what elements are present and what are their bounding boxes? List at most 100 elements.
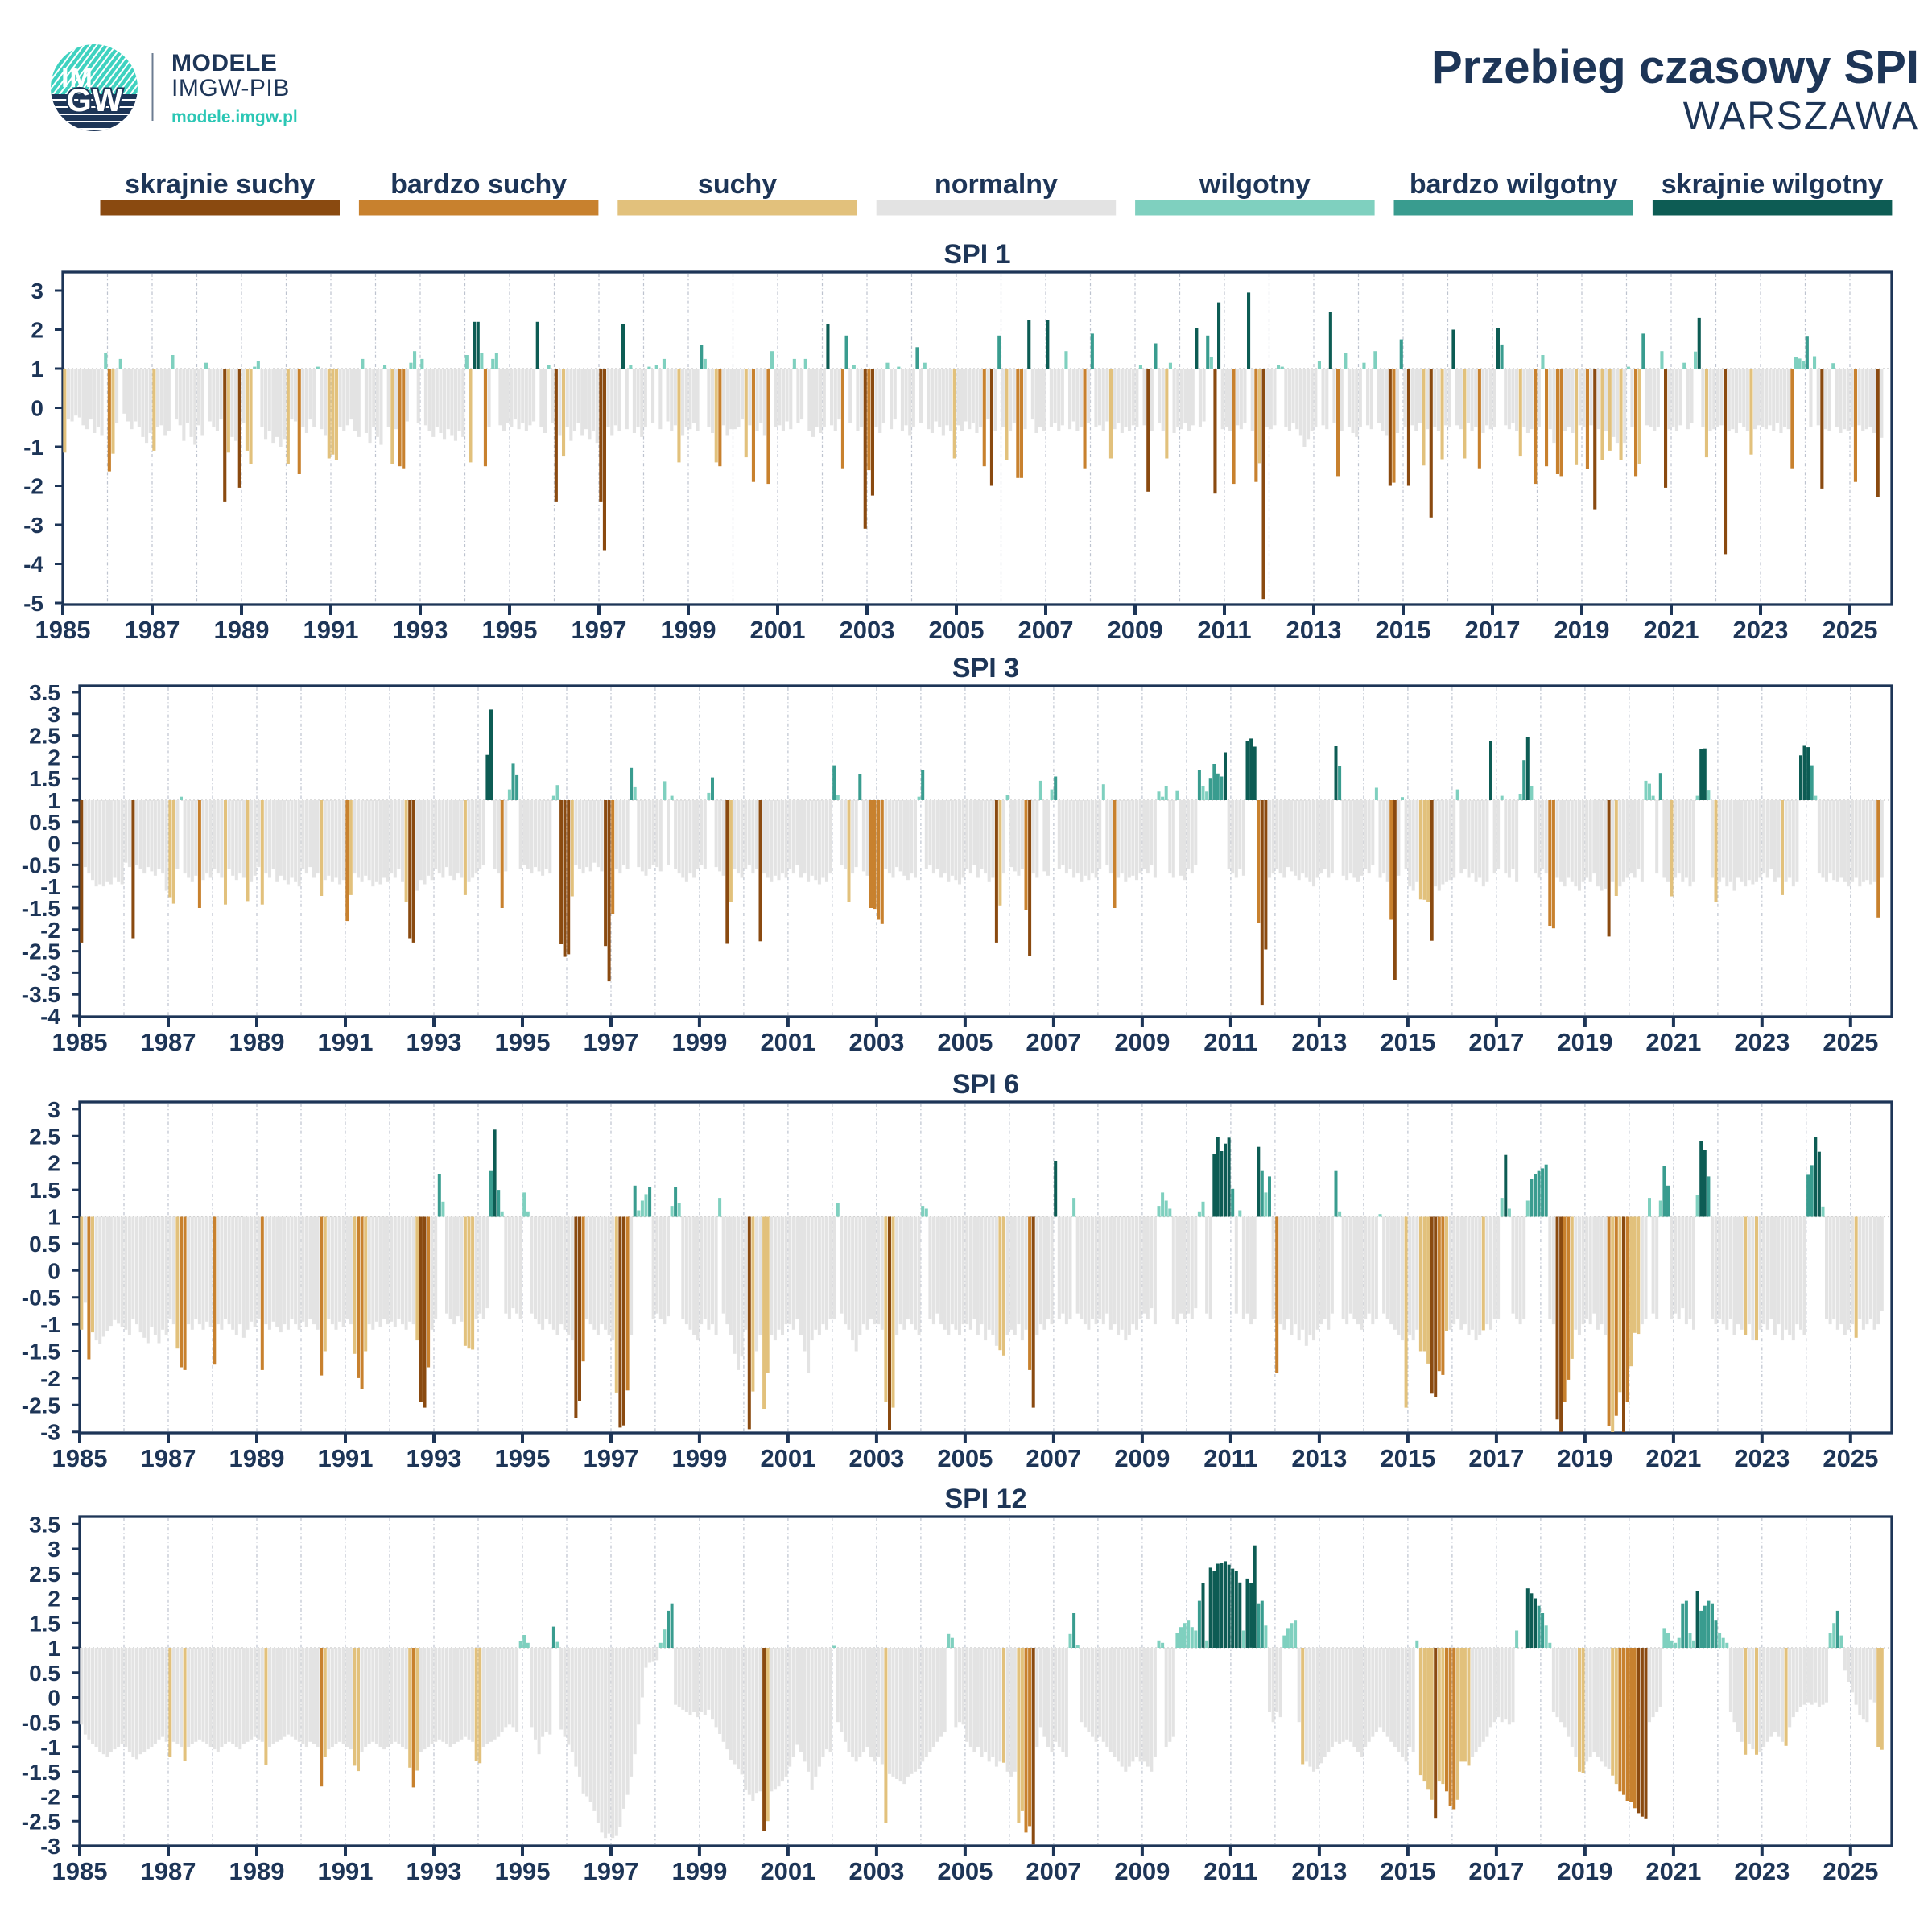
- svg-text:3: 3: [47, 1097, 60, 1122]
- svg-text:1991: 1991: [317, 1444, 373, 1472]
- svg-text:skrajnie suchy: skrajnie suchy: [125, 169, 315, 200]
- svg-text:1987: 1987: [141, 1857, 196, 1885]
- svg-text:-1.5: -1.5: [22, 896, 60, 921]
- svg-text:normalny: normalny: [935, 169, 1058, 200]
- svg-text:2.5: 2.5: [29, 1562, 60, 1587]
- svg-text:2007: 2007: [1026, 1857, 1081, 1885]
- svg-text:1991: 1991: [303, 616, 359, 644]
- svg-text:-3.5: -3.5: [22, 982, 60, 1007]
- svg-text:1989: 1989: [229, 1857, 284, 1885]
- svg-text:1: 1: [47, 788, 60, 813]
- svg-text:1987: 1987: [125, 616, 180, 644]
- svg-text:1.5: 1.5: [29, 1611, 60, 1636]
- svg-text:2021: 2021: [1644, 616, 1699, 644]
- svg-text:2.5: 2.5: [29, 724, 60, 749]
- svg-text:2007: 2007: [1026, 1444, 1081, 1472]
- svg-text:1997: 1997: [583, 1857, 638, 1885]
- svg-text:2001: 2001: [750, 616, 806, 644]
- svg-text:IMGW-PIB: IMGW-PIB: [171, 75, 290, 101]
- svg-text:-5: -5: [23, 591, 43, 616]
- svg-text:2009: 2009: [1108, 616, 1163, 644]
- svg-text:1989: 1989: [229, 1444, 284, 1472]
- svg-text:1993: 1993: [406, 1028, 461, 1056]
- svg-text:-0.5: -0.5: [22, 852, 60, 877]
- svg-text:-3: -3: [40, 1834, 60, 1859]
- svg-text:2019: 2019: [1557, 1857, 1612, 1885]
- svg-text:2025: 2025: [1823, 1857, 1878, 1885]
- svg-text:-4: -4: [23, 552, 43, 577]
- svg-text:2007: 2007: [1026, 1028, 1081, 1056]
- svg-text:2015: 2015: [1380, 1444, 1435, 1472]
- svg-text:2025: 2025: [1823, 616, 1878, 644]
- svg-text:3.5: 3.5: [29, 680, 60, 705]
- svg-text:1999: 1999: [661, 616, 716, 644]
- svg-text:2023: 2023: [1734, 1444, 1790, 1472]
- svg-text:2003: 2003: [848, 1028, 904, 1056]
- svg-text:2009: 2009: [1114, 1028, 1170, 1056]
- svg-text:SPI 12: SPI 12: [944, 1484, 1026, 1514]
- svg-text:2: 2: [31, 318, 43, 343]
- svg-text:2001: 2001: [760, 1028, 815, 1056]
- svg-text:1991: 1991: [317, 1857, 373, 1885]
- svg-text:2005: 2005: [937, 1028, 993, 1056]
- svg-text:2003: 2003: [848, 1857, 904, 1885]
- svg-text:2: 2: [47, 1151, 60, 1176]
- svg-text:3: 3: [47, 1537, 60, 1562]
- svg-text:1985: 1985: [52, 1028, 108, 1056]
- svg-text:2021: 2021: [1645, 1444, 1701, 1472]
- svg-text:-4: -4: [40, 1004, 60, 1029]
- svg-text:-1: -1: [40, 874, 60, 899]
- svg-text:2019: 2019: [1557, 1028, 1612, 1056]
- svg-text:2011: 2011: [1203, 1444, 1257, 1472]
- svg-text:2025: 2025: [1823, 1444, 1878, 1472]
- svg-text:2023: 2023: [1734, 1857, 1790, 1885]
- svg-text:2011: 2011: [1197, 616, 1251, 644]
- svg-text:skrajnie wilgotny: skrajnie wilgotny: [1662, 169, 1884, 200]
- svg-text:2011: 2011: [1203, 1857, 1257, 1885]
- svg-text:SPI 6: SPI 6: [952, 1069, 1019, 1100]
- svg-text:1: 1: [31, 357, 43, 382]
- svg-text:2013: 2013: [1291, 1857, 1347, 1885]
- svg-text:1987: 1987: [141, 1028, 196, 1056]
- svg-text:1: 1: [47, 1636, 60, 1661]
- svg-text:-0.5: -0.5: [22, 1710, 60, 1735]
- svg-text:2017: 2017: [1468, 1857, 1524, 1885]
- svg-text:2.5: 2.5: [29, 1124, 60, 1149]
- svg-text:-1.5: -1.5: [22, 1340, 60, 1364]
- svg-text:2005: 2005: [929, 616, 985, 644]
- svg-text:1985: 1985: [52, 1444, 108, 1472]
- svg-text:2001: 2001: [760, 1444, 815, 1472]
- svg-text:1999: 1999: [671, 1028, 727, 1056]
- svg-text:2005: 2005: [937, 1857, 993, 1885]
- svg-text:0: 0: [31, 396, 43, 421]
- svg-text:2015: 2015: [1376, 616, 1431, 644]
- svg-text:1987: 1987: [141, 1444, 196, 1472]
- svg-text:1985: 1985: [35, 616, 91, 644]
- svg-text:1993: 1993: [406, 1444, 461, 1472]
- svg-text:2017: 2017: [1468, 1444, 1524, 1472]
- svg-text:2003: 2003: [840, 616, 895, 644]
- svg-text:0.5: 0.5: [29, 1232, 60, 1257]
- svg-text:-3: -3: [23, 513, 43, 538]
- svg-text:WARSZAWA: WARSZAWA: [1683, 95, 1919, 138]
- svg-text:2019: 2019: [1554, 616, 1610, 644]
- svg-text:0: 0: [47, 1258, 60, 1283]
- svg-text:2003: 2003: [848, 1444, 904, 1472]
- svg-text:1995: 1995: [494, 1444, 550, 1472]
- svg-text:-0.5: -0.5: [22, 1286, 60, 1311]
- svg-text:SPI 3: SPI 3: [952, 653, 1019, 683]
- svg-text:2011: 2011: [1203, 1028, 1257, 1056]
- svg-text:2021: 2021: [1645, 1857, 1701, 1885]
- svg-text:wilgotny: wilgotny: [1199, 169, 1311, 200]
- svg-text:2: 2: [47, 1587, 60, 1612]
- svg-text:3: 3: [31, 279, 43, 303]
- svg-text:bardzo suchy: bardzo suchy: [390, 169, 567, 200]
- svg-text:2025: 2025: [1823, 1028, 1878, 1056]
- svg-text:SPI 1: SPI 1: [943, 239, 1010, 270]
- svg-text:2023: 2023: [1734, 1028, 1790, 1056]
- svg-text:1989: 1989: [229, 1028, 284, 1056]
- svg-text:1985: 1985: [52, 1857, 108, 1885]
- svg-text:-2.5: -2.5: [22, 939, 60, 964]
- svg-text:3.5: 3.5: [29, 1512, 60, 1537]
- svg-text:-1: -1: [40, 1312, 60, 1337]
